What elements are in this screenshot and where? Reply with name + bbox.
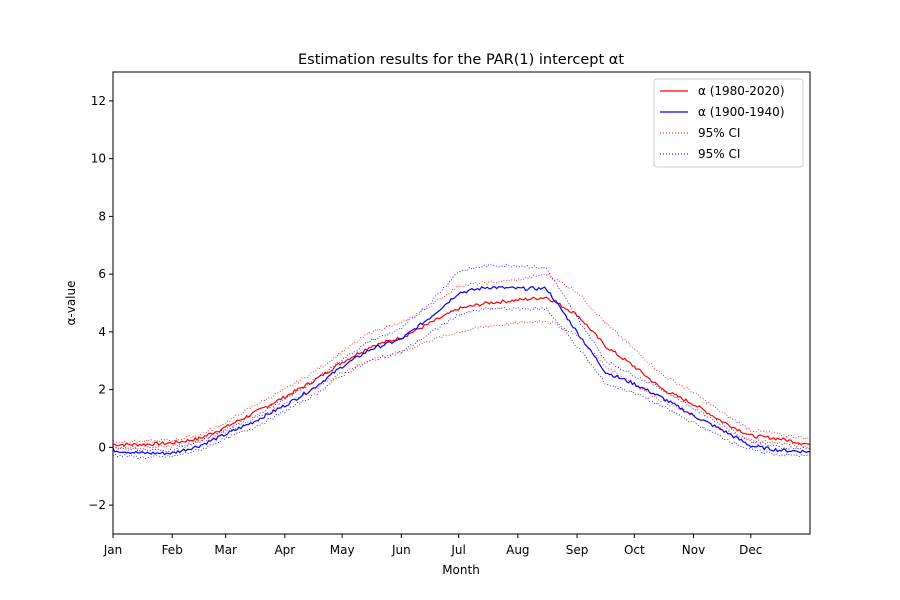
x-tick-label: Mar xyxy=(214,543,237,557)
legend-label: α (1900-1940) xyxy=(698,105,785,119)
x-axis-label: Month xyxy=(442,563,480,577)
y-axis-label: α-value xyxy=(64,280,78,325)
series-line-1 xyxy=(112,285,811,456)
series-layer xyxy=(112,263,811,460)
x-tick-label: Jun xyxy=(391,543,411,557)
x-tick-label: May xyxy=(330,543,355,557)
series-line-0 xyxy=(112,296,811,447)
y-tick-label: 10 xyxy=(91,152,106,166)
y-tick-label: 2 xyxy=(98,383,106,397)
y-tick-label: 0 xyxy=(98,440,106,454)
series-line-5 xyxy=(112,306,811,460)
y-tick-label: 8 xyxy=(98,209,106,223)
plot-frame xyxy=(112,71,811,535)
y-tick-label: −2 xyxy=(88,498,106,512)
y-tick-label: 6 xyxy=(98,267,106,281)
legend: α (1980-2020) α (1900-1940) 95% CI 95% CI xyxy=(653,78,804,168)
series-line-2 xyxy=(112,273,811,444)
series-line-3 xyxy=(112,320,811,450)
y-tick-label: 12 xyxy=(91,94,106,108)
chart-title: Estimation results for the PAR(1) interc… xyxy=(298,52,624,68)
legend-label: 95% CI xyxy=(698,126,740,140)
x-tick-label: Apr xyxy=(274,543,295,557)
y-tick-label: 4 xyxy=(98,325,106,339)
x-tick-label: Jan xyxy=(103,543,123,557)
legend-label: 95% CI xyxy=(698,147,740,161)
legend-label: α (1980-2020) xyxy=(698,84,785,98)
x-tick-label: Feb xyxy=(162,543,183,557)
x-tick-label: Dec xyxy=(739,543,762,557)
x-tick-label: Aug xyxy=(506,543,529,557)
x-tick-label: Sep xyxy=(566,543,589,557)
legend-frame xyxy=(653,78,804,168)
x-tick-label: Nov xyxy=(682,543,705,557)
axis-ticks: −2 0 2 4 6 8 10 12 Jan Feb Mar Apr May Jun Jul Aug Sep Oc… xyxy=(88,94,762,557)
x-tick-label: Oct xyxy=(624,543,645,557)
x-tick-label: Jul xyxy=(450,543,465,557)
